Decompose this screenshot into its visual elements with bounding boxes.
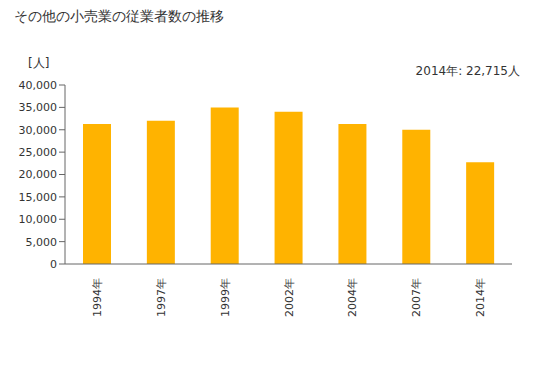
svg-text:2002年: 2002年 bbox=[283, 278, 296, 317]
html-text:2014年: 22,715人: 2014年: 22,715人 bbox=[415, 64, 520, 78]
svg-text:0: 0 bbox=[50, 258, 57, 271]
svg-text:2004年: 2004年 bbox=[346, 278, 359, 317]
svg-text:1997年: 1997年 bbox=[155, 278, 168, 317]
svg-text:40,000: 40,000 bbox=[19, 79, 58, 92]
svg-text:5,000: 5,000 bbox=[26, 236, 58, 249]
svg-text:30,000: 30,000 bbox=[19, 124, 58, 137]
svg-text:20,000: 20,000 bbox=[19, 168, 58, 181]
svg-text:25,000: 25,000 bbox=[19, 146, 58, 159]
svg-text:1994年: 1994年 bbox=[91, 278, 104, 317]
svg-text:35,000: 35,000 bbox=[19, 101, 58, 114]
svg-text:1999年: 1999年 bbox=[219, 278, 232, 317]
svg-text:15,000: 15,000 bbox=[19, 191, 58, 204]
html-text:その他の小売業の従業者数の推移: その他の小売業の従業者数の推移 bbox=[14, 8, 224, 24]
svg-text:10,000: 10,000 bbox=[19, 213, 58, 226]
svg-text:2007年: 2007年 bbox=[410, 278, 423, 317]
html-text:[人]: [人] bbox=[28, 56, 50, 70]
svg-text:2014年: 2014年 bbox=[474, 278, 487, 317]
